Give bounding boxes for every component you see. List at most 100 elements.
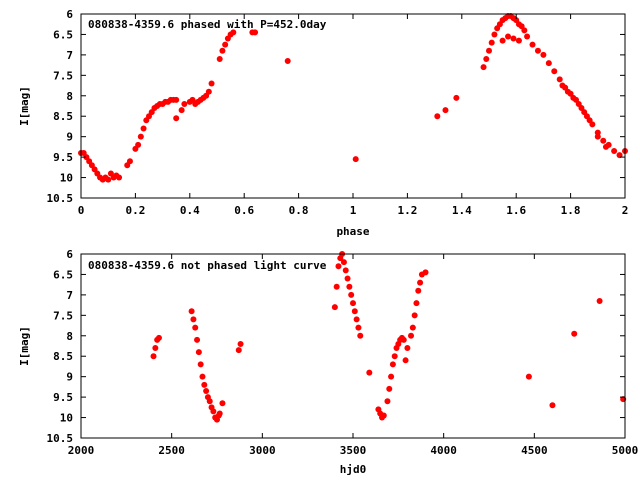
unphased-data-point — [197, 361, 204, 368]
phased-light-curve-plot: 0 0.2 0.4 0.6 0.8 1 1.2 1.4 1.6 1.8 2 6 6.5 7 7.5 8 8.5… — [18, 8, 628, 238]
phased-data-point — [208, 80, 215, 87]
unphased-data-point — [237, 340, 244, 347]
unphased-plot-title: 080838-4359.6 not phased light curve — [88, 259, 327, 272]
phased-y-tick-label: 10 — [60, 172, 73, 185]
phased-data-point — [545, 60, 552, 67]
phased-data-point — [505, 33, 512, 40]
unphased-x-tick-label: 3000 — [249, 444, 276, 457]
unphased-y-tick-label: 8 — [66, 330, 73, 343]
unphased-data-point — [340, 259, 347, 266]
phased-data-point — [491, 31, 498, 38]
phased-y-tick-label: 6 — [66, 8, 73, 21]
phased-y-tick-label: 8.5 — [53, 110, 73, 123]
unphased-data-point — [402, 357, 409, 364]
unphased-data-point — [194, 336, 201, 343]
unphased-data-point — [380, 412, 387, 419]
unphased-y-tick-label: 9 — [66, 371, 73, 384]
unphased-data-point — [355, 324, 362, 331]
unphased-data-point — [411, 312, 418, 319]
unphased-y-tick-label: 7.5 — [53, 309, 73, 322]
unphased-x-axis-label: hjd0 — [340, 463, 367, 476]
unphased-x-tick-label: 5000 — [612, 444, 639, 457]
unphased-data-point — [408, 332, 415, 339]
phased-y-ticks: 6 6.5 7 7.5 8 8.5 9 9.5 10 10.5 — [47, 8, 625, 205]
unphased-data-point — [549, 402, 556, 409]
phased-data-point — [105, 176, 112, 183]
unphased-y-tick-label: 9.5 — [53, 391, 73, 404]
phased-data-point — [600, 137, 607, 144]
unphased-data-point — [353, 316, 360, 323]
phased-x-tick-label: 0.6 — [234, 204, 254, 217]
phased-x-tick-label: 2 — [622, 204, 629, 217]
phased-data-point — [540, 51, 547, 58]
phased-y-tick-label: 7.5 — [53, 69, 73, 82]
phased-data-point — [564, 88, 571, 95]
phased-x-axis-label: phase — [336, 225, 369, 238]
phased-y-tick-label: 9.5 — [53, 151, 73, 164]
phased-data-point — [488, 39, 495, 46]
phased-data-point — [252, 29, 259, 36]
phased-data-point — [483, 55, 490, 62]
phased-data-point — [216, 55, 223, 62]
unphased-light-curve-plot: 2000 2500 3000 3500 4000 4500 5000 6 6.5 7 7.5 8 8.… — [18, 248, 638, 476]
unphased-data-point — [155, 334, 162, 341]
unphased-data-point — [188, 308, 195, 315]
phased-data-point — [551, 68, 558, 75]
unphased-data-point — [210, 408, 217, 415]
unphased-data-point — [206, 398, 213, 405]
unphased-data-point — [192, 324, 199, 331]
unphased-x-ticks: 2000 2500 3000 3500 4000 4500 5000 — [68, 254, 639, 457]
phased-data-point — [515, 37, 522, 44]
phased-data-point — [116, 174, 123, 181]
phased-data-point — [140, 125, 147, 132]
phased-x-tick-label: 0.8 — [289, 204, 309, 217]
phased-data-point — [556, 76, 563, 83]
phased-data-point — [178, 107, 185, 114]
phased-y-tick-label: 10.5 — [47, 192, 74, 205]
unphased-data-point — [357, 332, 364, 339]
phased-data-point — [575, 100, 582, 107]
unphased-data-point — [404, 345, 411, 352]
phased-data-point — [570, 94, 577, 101]
unphased-data-point — [199, 373, 206, 380]
phased-data-point — [173, 96, 180, 103]
unphased-data-point — [388, 373, 395, 380]
phased-data-point — [616, 152, 623, 159]
unphased-data-point — [571, 330, 578, 337]
phased-data-point — [486, 47, 492, 54]
unphased-y-ticks: 6 6.5 7 7.5 8 8.5 9 9.5 10 10.5 — [47, 248, 625, 445]
phased-data-point — [434, 113, 441, 120]
unphased-data-point — [350, 300, 356, 307]
unphased-data-point — [342, 267, 349, 274]
unphased-x-tick-label: 4500 — [521, 444, 548, 457]
phased-x-tick-label: 1.4 — [452, 204, 472, 217]
unphased-y-tick-label: 6.5 — [53, 268, 73, 281]
unphased-data-point — [203, 387, 210, 394]
unphased-data-point — [335, 263, 342, 270]
phased-data-point — [442, 107, 449, 114]
unphased-data-point — [150, 353, 157, 360]
phased-x-tick-label: 1.8 — [561, 204, 581, 217]
phased-x-tick-label: 0 — [78, 204, 85, 217]
unphased-x-tick-label: 2500 — [158, 444, 185, 457]
phased-plot-title: 080838-4359.6 phased with P=452.0day — [88, 18, 327, 31]
unphased-data-point — [413, 300, 420, 307]
unphased-y-tick-label: 6 — [66, 248, 73, 261]
phased-data-point — [534, 47, 541, 54]
phased-y-tick-label: 6.5 — [53, 28, 73, 41]
unphased-data-point — [351, 308, 358, 315]
unphased-data-point — [409, 324, 416, 331]
phased-data-point — [529, 41, 536, 48]
unphased-data-point — [152, 345, 159, 352]
phased-data-point — [611, 147, 618, 154]
phased-data-point — [594, 133, 601, 140]
unphased-data-point — [366, 369, 373, 376]
unphased-y-tick-label: 8.5 — [53, 350, 73, 363]
unphased-data-point — [415, 287, 422, 294]
unphased-x-tick-label: 4000 — [430, 444, 457, 457]
unphased-data-point — [195, 349, 202, 356]
phased-data-point — [135, 141, 142, 148]
unphased-data-point — [525, 373, 532, 380]
unphased-data-point — [235, 347, 242, 354]
